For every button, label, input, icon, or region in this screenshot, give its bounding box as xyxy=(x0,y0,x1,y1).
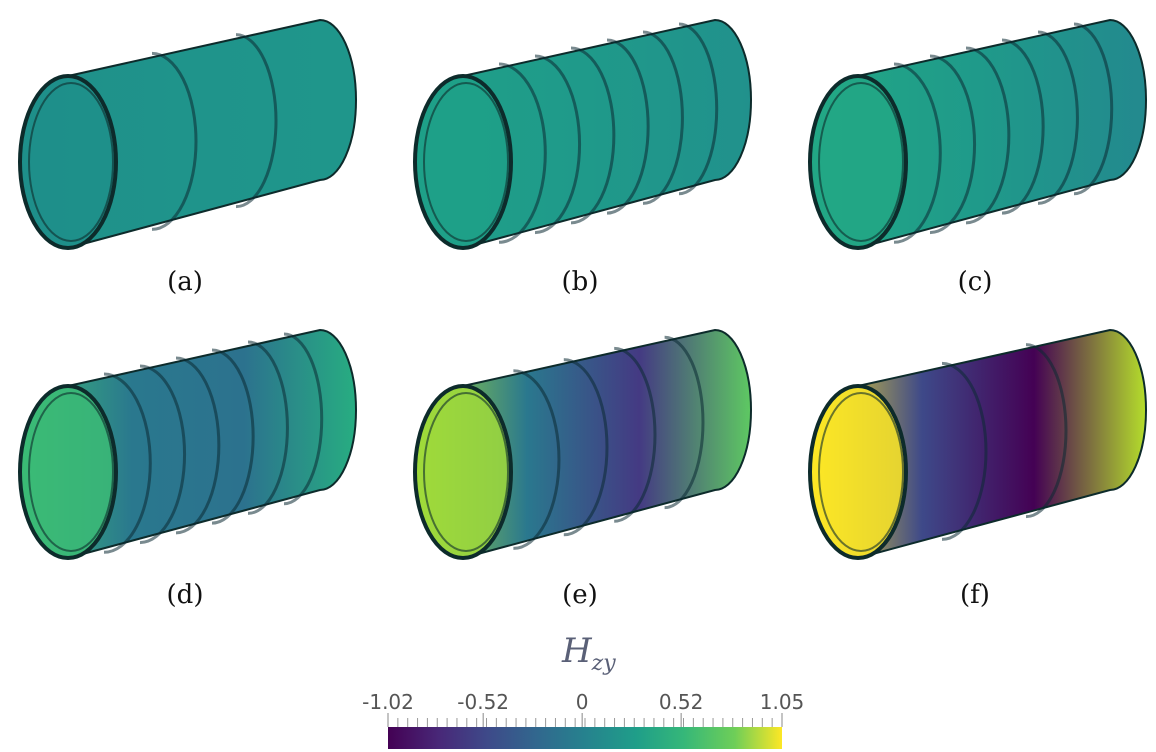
tick-label: 0 xyxy=(576,690,589,714)
colorbar-title: Hzy xyxy=(561,631,616,676)
title-subscript: zy xyxy=(591,651,617,676)
panel-label: (c) xyxy=(958,267,993,297)
ridge xyxy=(103,372,152,554)
tube-opening xyxy=(18,74,118,250)
tube xyxy=(413,328,752,560)
panel-label: (b) xyxy=(562,267,599,297)
tube-inner-rim xyxy=(818,82,904,242)
tick-label: -1.02 xyxy=(362,690,414,714)
ridge xyxy=(941,361,988,541)
tube xyxy=(18,18,357,250)
ridge xyxy=(606,38,650,215)
tube xyxy=(18,328,357,560)
tube-opening xyxy=(18,384,118,560)
ridge xyxy=(139,364,186,545)
ridge xyxy=(1025,343,1068,519)
panel-label: (e) xyxy=(562,580,598,610)
tube-opening xyxy=(808,384,908,560)
tick-label: -0.52 xyxy=(457,690,509,714)
tube-opening xyxy=(808,74,908,250)
ridge xyxy=(283,332,324,506)
ridge xyxy=(498,62,547,244)
ridge xyxy=(570,46,616,225)
tube xyxy=(808,18,1147,250)
ridge xyxy=(678,22,719,196)
ridge xyxy=(664,335,705,510)
tube-opening xyxy=(413,384,513,560)
tube-opening xyxy=(413,74,513,250)
tube-inner-rim xyxy=(28,82,114,242)
ridge xyxy=(642,30,684,205)
ridge xyxy=(1073,22,1114,196)
tube-inner-rim xyxy=(818,392,904,552)
tube xyxy=(808,328,1147,560)
ridge xyxy=(1001,38,1045,215)
colorbar xyxy=(388,727,782,749)
tick-label: 1.05 xyxy=(760,690,805,714)
ridge xyxy=(513,369,561,550)
ridge xyxy=(1037,30,1079,205)
title-main: H xyxy=(561,631,593,671)
tube-inner-rim xyxy=(423,82,509,242)
ridge xyxy=(929,54,976,235)
ridge xyxy=(563,358,609,537)
tube-inner-rim xyxy=(423,392,509,552)
panel-label: (f) xyxy=(960,580,990,610)
ridge xyxy=(614,346,657,523)
ridge xyxy=(151,51,198,231)
ridge xyxy=(965,46,1011,225)
tube xyxy=(413,18,752,250)
ridge xyxy=(175,356,221,535)
ridge xyxy=(247,340,289,515)
ridge xyxy=(893,62,942,244)
panel-label: (a) xyxy=(167,267,203,297)
ridge xyxy=(211,348,255,525)
ridge xyxy=(534,54,581,235)
tube-inner-rim xyxy=(28,392,114,552)
ridge xyxy=(235,33,278,209)
tick-label: 0.52 xyxy=(659,690,704,714)
panel-label: (d) xyxy=(167,580,204,610)
